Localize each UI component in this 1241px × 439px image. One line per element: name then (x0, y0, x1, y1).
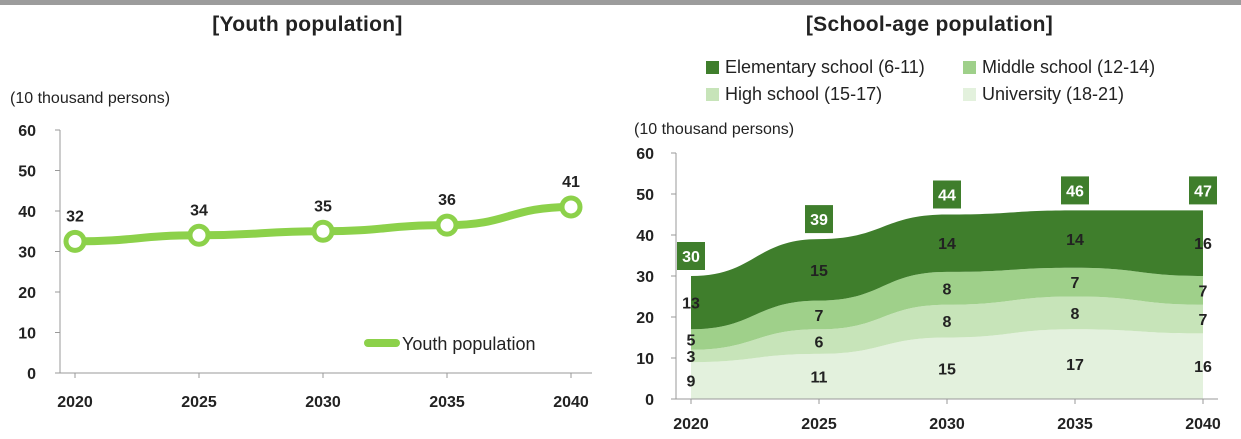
y-tick-label: 40 (18, 204, 36, 221)
youth-population-data-label: 41 (562, 174, 580, 191)
x-tick-label: 2035 (1057, 416, 1093, 433)
y-tick-label: 20 (636, 310, 654, 327)
segment-data-label: 7 (1071, 275, 1080, 292)
x-tick-label: 2020 (673, 416, 709, 433)
area-elementary (691, 210, 1203, 330)
y-axis-unit-label: (10 thousand persons) (634, 121, 794, 138)
x-tick-label: 2040 (1185, 416, 1221, 433)
youth-population-data-label: 34 (190, 202, 208, 219)
youth-population-data-label: 35 (314, 198, 332, 215)
legend-label-youth-population: Youth population (402, 334, 535, 354)
segment-data-label: 3 (687, 349, 696, 366)
segment-data-label: 7 (1199, 283, 1208, 300)
youth-population-point (187, 223, 211, 247)
x-tick-label: 2030 (929, 416, 965, 433)
segment-data-label: 14 (938, 236, 956, 253)
total-value-label: 47 (1194, 183, 1212, 200)
x-tick-label: 2020 (57, 394, 93, 411)
youth-population-panel: [Youth population] (10 thousand persons)… (0, 5, 615, 439)
legend-label: High school (15-17) (725, 84, 882, 104)
segment-data-label: 16 (1194, 359, 1212, 376)
area-university (691, 329, 1203, 399)
area-high (691, 296, 1203, 363)
youth-population-point (435, 213, 459, 237)
legend-label: Elementary school (6-11) (725, 57, 925, 77)
legend-swatch (963, 88, 976, 101)
total-value-box (1189, 176, 1217, 205)
youth-population-point (559, 195, 583, 219)
legend-swatch (706, 61, 719, 74)
school-age-population-panel: [School-age population] (10 thousand per… (618, 5, 1241, 439)
y-tick-label: 10 (18, 326, 36, 343)
segment-data-label: 17 (1066, 357, 1084, 374)
segment-data-label: 7 (815, 308, 824, 325)
legend-swatch (963, 61, 976, 74)
x-tick-label: 2030 (305, 394, 341, 411)
youth-chart-title: [Youth population] (212, 13, 403, 36)
y-tick-label: 0 (645, 392, 654, 409)
y-tick-label: 60 (636, 146, 654, 163)
y-tick-label: 50 (18, 164, 36, 181)
total-value-label: 44 (938, 188, 956, 205)
legend-label: Middle school (12-14) (982, 57, 1155, 77)
segment-data-label: 9 (687, 374, 696, 391)
total-value-box (1061, 176, 1089, 205)
total-value-label: 39 (810, 212, 828, 229)
legend-label: University (18-21) (982, 84, 1124, 104)
youth-population-point (311, 219, 335, 243)
x-tick-label: 2025 (801, 416, 837, 433)
segment-data-label: 8 (943, 281, 952, 298)
x-tick-label: 2035 (429, 394, 465, 411)
y-tick-label: 40 (636, 228, 654, 245)
y-tick-label: 0 (27, 366, 36, 383)
y-tick-label: 60 (18, 123, 36, 140)
y-tick-label: 30 (636, 269, 654, 286)
x-tick-label: 2040 (553, 394, 589, 411)
y-axis-unit-label: (10 thousand persons) (10, 90, 170, 107)
segment-data-label: 15 (938, 361, 956, 378)
segment-data-label: 8 (1071, 306, 1080, 323)
segment-data-label: 8 (943, 314, 952, 331)
segment-data-label: 11 (811, 369, 828, 386)
segment-data-label: 16 (1194, 236, 1212, 253)
youth-population-data-label: 36 (438, 192, 456, 209)
youth-population-data-label: 32 (66, 208, 84, 225)
total-value-box (677, 242, 705, 270)
y-tick-label: 10 (636, 351, 654, 368)
y-tick-label: 20 (18, 285, 36, 302)
total-value-box (933, 180, 961, 209)
segment-data-label: 13 (682, 296, 700, 313)
school-age-chart-title: [School-age population] (805, 13, 1054, 36)
legend-swatch (706, 88, 719, 101)
y-tick-label: 30 (18, 245, 36, 262)
total-value-box (805, 205, 833, 234)
segment-data-label: 7 (1199, 312, 1208, 329)
top-divider-bar (0, 0, 1241, 5)
segment-data-label: 15 (810, 263, 828, 280)
segment-data-label: 5 (687, 333, 696, 350)
youth-population-point (63, 229, 87, 253)
area-middle (691, 267, 1203, 350)
segment-data-label: 6 (815, 335, 824, 352)
y-tick-label: 50 (636, 187, 654, 204)
segment-data-label: 14 (1066, 232, 1084, 249)
x-tick-label: 2025 (181, 394, 217, 411)
total-value-label: 46 (1066, 183, 1084, 200)
total-value-label: 30 (682, 249, 700, 266)
